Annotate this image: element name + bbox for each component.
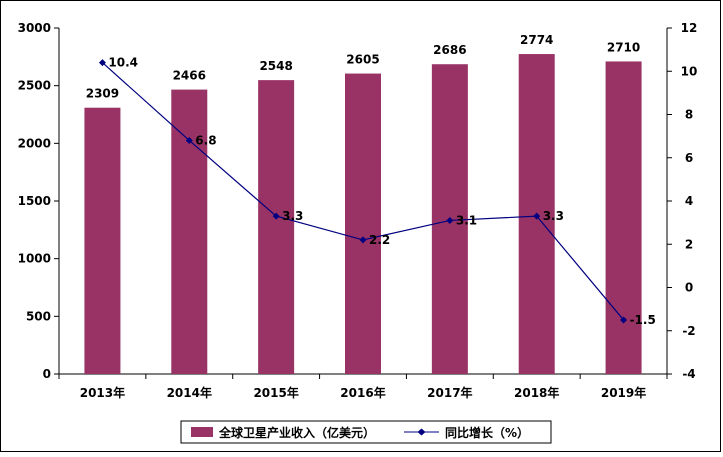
bar-value-labels: 2309 2466 2548 2605 2686 2774 2710 <box>86 33 641 101</box>
x-axis-tick-label: 2013年 <box>80 385 125 400</box>
right-axis-tick-label: -4 <box>682 367 695 381</box>
left-axis-tick-label: 500 <box>26 309 51 323</box>
bar-value-label: 2548 <box>259 59 292 73</box>
x-axis-tick-label: 2017年 <box>427 385 472 400</box>
line-value-label: 2.2 <box>369 233 390 247</box>
right-axis-tick-label: -2 <box>682 324 695 338</box>
left-axis-tick-label: 2000 <box>18 136 51 150</box>
right-axis-tick-label: 10 <box>681 64 698 78</box>
left-axis-tick-label: 0 <box>43 367 51 381</box>
x-axis-tick-label: 2019年 <box>601 385 646 400</box>
bar-value-label: 2605 <box>346 53 379 67</box>
bar-value-label: 2774 <box>520 33 553 47</box>
right-axis-tick-label: 4 <box>685 194 693 208</box>
right-axis-tick-label: 2 <box>685 237 693 251</box>
line-point <box>533 212 541 220</box>
legend-bar-swatch <box>191 427 213 437</box>
line-value-label: 10.4 <box>108 56 138 70</box>
line-point <box>98 59 106 67</box>
line-point <box>620 316 628 324</box>
bar <box>258 80 295 374</box>
line-value-label: 3.3 <box>282 209 303 223</box>
bar <box>345 73 381 374</box>
bar <box>605 61 642 375</box>
bar-value-label: 2686 <box>433 43 466 57</box>
right-axis-tick-label: 6 <box>685 151 693 165</box>
line-value-label: -1.5 <box>630 313 656 327</box>
x-axis-tick-label: 2015年 <box>253 385 298 400</box>
right-axis-tick-label: 12 <box>681 21 698 35</box>
right-axis-tick-label: 8 <box>685 108 693 122</box>
bar <box>84 107 121 374</box>
right-axis-tick-label: 0 <box>685 281 693 295</box>
line-series <box>98 59 628 324</box>
legend: 全球卫星产业收入（亿美元） 同比增长（%） <box>180 420 552 444</box>
x-axis-tick-label: 2018年 <box>514 385 559 400</box>
line-point <box>446 216 454 224</box>
line-value-labels: 10.4 6.8 3.3 2.2 3.1 3.3 -1.5 <box>108 56 655 327</box>
left-axis-tick-label: 3000 <box>18 21 51 35</box>
bar <box>171 89 208 374</box>
line-value-label: 3.1 <box>456 213 477 227</box>
left-axis-tick-label: 1500 <box>18 194 51 208</box>
x-axis-tick-label: 2014年 <box>167 385 212 400</box>
bar-value-label: 2710 <box>607 40 640 54</box>
legend-box <box>180 420 552 444</box>
bar-value-label: 2309 <box>86 87 119 101</box>
left-axis-tick-label: 2500 <box>18 79 51 93</box>
legend-bar-label: 全球卫星产业收入（亿美元） <box>218 425 375 440</box>
bar-series <box>84 54 642 375</box>
line-value-label: 3.3 <box>543 209 564 223</box>
line-point <box>359 236 367 244</box>
bar-value-label: 2466 <box>173 69 206 83</box>
legend-line-label: 同比增长（%） <box>445 425 529 440</box>
legend-line-marker <box>417 428 426 436</box>
line-point <box>185 136 193 144</box>
axes: 0 500 1000 1500 2000 2500 3000 -4 -2 0 2 4 6 8 10 12 201… <box>18 21 698 400</box>
x-axis-tick-label: 2016年 <box>340 385 385 400</box>
left-axis-tick-label: 1000 <box>18 252 51 266</box>
line-value-label: 6.8 <box>195 133 216 147</box>
line-point <box>272 212 280 220</box>
